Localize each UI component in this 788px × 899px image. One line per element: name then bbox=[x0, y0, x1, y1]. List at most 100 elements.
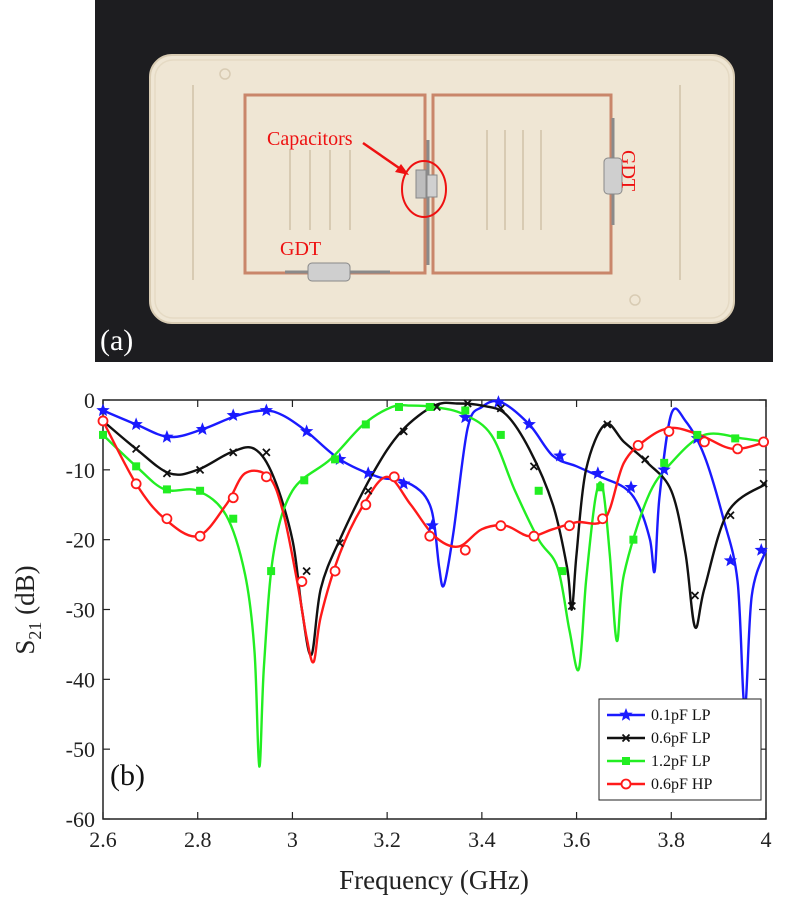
series-marker bbox=[361, 420, 370, 429]
panel-a-label: (a) bbox=[100, 324, 133, 357]
series-marker bbox=[690, 591, 700, 600]
series-marker bbox=[425, 518, 439, 532]
series-marker bbox=[564, 520, 575, 532]
series-marker bbox=[754, 543, 768, 556]
series-marker bbox=[195, 465, 205, 474]
capacitors-label: Capacitors bbox=[267, 128, 353, 150]
x-tick-label: 3 bbox=[287, 827, 298, 852]
series-marker bbox=[461, 406, 470, 415]
series-marker bbox=[529, 462, 539, 471]
x-tick-label: 2.6 bbox=[89, 827, 117, 852]
x-tick-label: 3.8 bbox=[658, 827, 686, 852]
legend-label: 0.6pF HP bbox=[651, 776, 712, 793]
series-marker bbox=[759, 479, 768, 488]
series-marker bbox=[534, 486, 543, 495]
series-marker bbox=[553, 448, 567, 462]
series-marker bbox=[425, 402, 434, 411]
series-marker bbox=[394, 402, 403, 411]
series-marker bbox=[96, 403, 110, 417]
device-photo: Capacitors GDT GDT (a) bbox=[95, 0, 773, 362]
series-marker bbox=[300, 424, 314, 438]
series-marker bbox=[161, 513, 173, 525]
series-marker bbox=[463, 399, 472, 408]
series-marker bbox=[132, 462, 141, 471]
y-tick-label: 0 bbox=[84, 388, 95, 413]
y-axis-title: S21 (dB) bbox=[10, 565, 45, 654]
series-marker bbox=[260, 471, 272, 483]
series-marker bbox=[331, 455, 340, 464]
series-marker bbox=[622, 757, 630, 765]
series-marker bbox=[624, 480, 638, 493]
series-marker bbox=[397, 476, 411, 490]
series-marker bbox=[388, 471, 400, 483]
series-marker bbox=[459, 544, 471, 556]
series-marker bbox=[619, 708, 633, 721]
series-marker bbox=[699, 436, 710, 448]
series-marker bbox=[591, 466, 605, 479]
series-marker bbox=[296, 576, 308, 587]
series-marker bbox=[496, 430, 505, 439]
gdt-right-label: GDT bbox=[617, 150, 639, 191]
y-tick-label: -20 bbox=[66, 528, 95, 553]
series-marker bbox=[195, 422, 210, 435]
series-marker bbox=[558, 567, 567, 576]
series-marker bbox=[360, 499, 372, 511]
y-tick-label: -60 bbox=[66, 807, 95, 832]
y-tick-label: -50 bbox=[66, 737, 95, 762]
legend-label: 1.2pF LP bbox=[651, 753, 711, 770]
series-marker bbox=[333, 452, 347, 465]
series-marker bbox=[693, 430, 702, 439]
series-marker bbox=[732, 443, 743, 455]
series-marker bbox=[567, 601, 576, 611]
gdt-right-component bbox=[603, 118, 623, 225]
series-marker bbox=[364, 486, 373, 495]
legend: 0.1pF LP 0.6pF LP 1.2pF LP 0.6pF HP bbox=[598, 698, 762, 801]
series-marker bbox=[522, 417, 536, 431]
panel-b-label: (b) bbox=[110, 759, 145, 792]
series-marker bbox=[227, 492, 239, 504]
series-marker bbox=[424, 530, 436, 542]
svg-text:S21 (dB): S21 (dB) bbox=[10, 565, 45, 654]
series-marker bbox=[162, 469, 172, 478]
series-marker bbox=[731, 434, 740, 443]
series-marker bbox=[97, 415, 109, 427]
series-marker bbox=[491, 395, 506, 408]
series-marker bbox=[620, 778, 632, 790]
series-marker bbox=[621, 733, 631, 743]
series-marker bbox=[130, 478, 142, 490]
series-marker bbox=[162, 485, 171, 494]
series-marker bbox=[399, 427, 408, 436]
series-marker bbox=[99, 430, 107, 439]
s21-chart: 2.6 2.8 3 3.2 3.4 3.6 3.8 40-10-20-30-40-50-60 … bbox=[10, 388, 772, 895]
series-marker bbox=[267, 567, 276, 576]
series-marker bbox=[657, 462, 671, 476]
series-marker bbox=[132, 444, 141, 454]
y-tick-label: -10 bbox=[66, 458, 95, 483]
series-marker bbox=[262, 448, 271, 457]
capacitor-highlight-ellipse bbox=[401, 160, 447, 218]
series-marker bbox=[629, 535, 638, 544]
y-tick-label: -30 bbox=[66, 598, 95, 623]
series-marker bbox=[361, 466, 375, 479]
series-marker bbox=[495, 520, 507, 532]
series-marker bbox=[496, 404, 505, 413]
series-line bbox=[102, 403, 767, 768]
series-marker bbox=[194, 530, 206, 542]
series-marker bbox=[432, 402, 442, 412]
series-marker bbox=[528, 530, 540, 542]
series-marker bbox=[603, 420, 612, 429]
series-marker bbox=[160, 430, 174, 443]
x-tick-label: 4 bbox=[761, 827, 772, 852]
series-marker bbox=[758, 436, 770, 448]
x-axis-title: Frequency (GHz) bbox=[339, 865, 529, 895]
legend-label: 0.1pF LP bbox=[651, 707, 711, 724]
series-marker bbox=[641, 455, 650, 464]
series-marker bbox=[335, 539, 344, 548]
x-tick-label: 3.2 bbox=[373, 827, 401, 852]
series-marker bbox=[300, 476, 309, 485]
series-marker bbox=[302, 566, 311, 576]
series-marker bbox=[259, 403, 273, 417]
series-marker bbox=[723, 553, 738, 567]
series-marker bbox=[458, 410, 472, 424]
series-marker bbox=[196, 486, 205, 495]
